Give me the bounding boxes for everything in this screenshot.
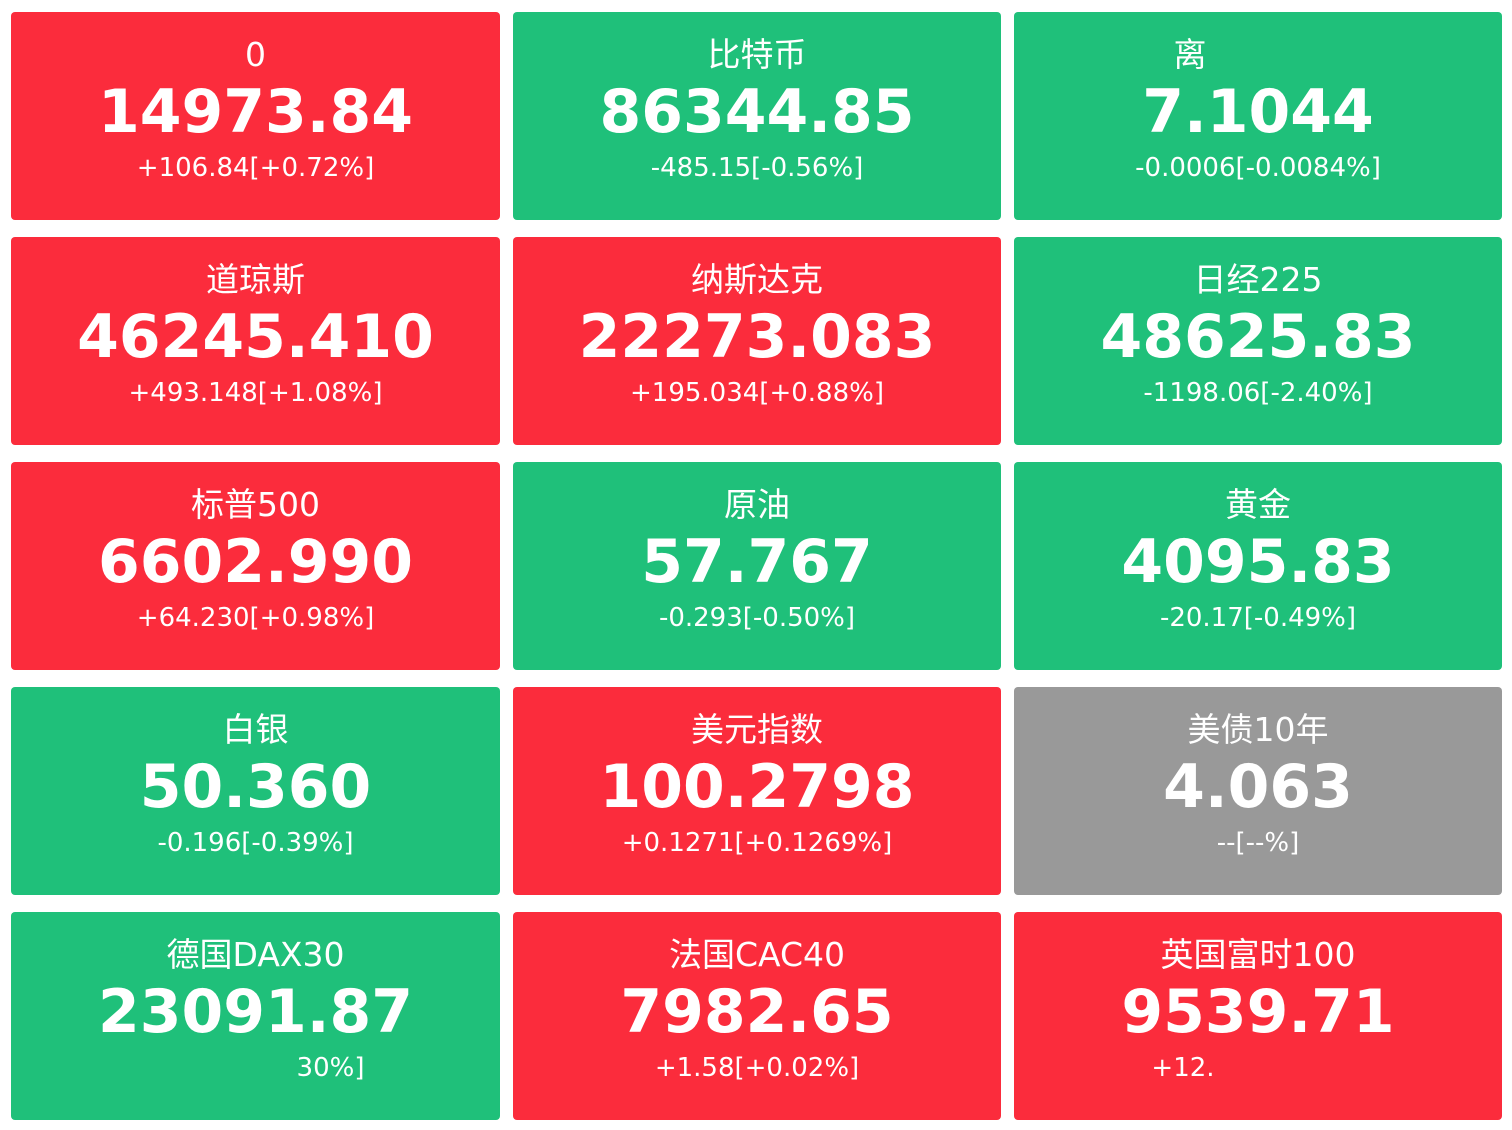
ticker-name: 纳斯达克	[691, 260, 823, 299]
ticker-card[interactable]: 美债10年 4.063 --[--%]	[1014, 687, 1502, 895]
ticker-name: 日经225	[1193, 260, 1323, 299]
ticker-price: 7.1044	[1142, 77, 1374, 147]
ticker-price: 86344.85	[599, 77, 915, 147]
ticker-name: 原油	[724, 485, 790, 524]
ticker-name: 德国DAX30	[166, 935, 345, 974]
ticker-price: 50.360	[139, 752, 372, 822]
ticker-price: 57.767	[641, 527, 873, 597]
ticker-change: -0.0006[-0.0084%]	[1135, 153, 1381, 183]
ticker-change: 30%]	[296, 1053, 365, 1083]
ticker-card[interactable]: 标普500 6602.990 +64.230[+0.98%]	[11, 462, 500, 670]
ticker-name: 英国富时100	[1160, 935, 1356, 974]
ticker-card[interactable]: 日经225 48625.83 -1198.06[-2.40%]	[1014, 237, 1502, 445]
ticker-card[interactable]: 美元指数 100.2798 +0.1271[+0.1269%]	[513, 687, 1001, 895]
ticker-name: 法国CAC40	[668, 935, 846, 974]
bottom-left-overlay-fragment	[0, 1120, 303, 1130]
ticker-price: 22273.083	[578, 302, 936, 372]
ticker-card[interactable]: 道琼斯 46245.410 +493.148[+1.08%]	[11, 237, 500, 445]
ticker-price: 23091.87	[97, 977, 414, 1047]
ticker-card[interactable]: 离 7.1044 -0.0006[-0.0084%]	[1014, 12, 1502, 220]
ticker-change: +106.84[+0.72%]	[136, 153, 375, 183]
ticker-name: 标普500	[191, 485, 320, 524]
ticker-price: 6602.990	[97, 527, 414, 597]
ticker-change: +195.034[+0.88%]	[630, 378, 884, 408]
ticker-card[interactable]: 纳斯达克 22273.083 +195.034[+0.88%]	[513, 237, 1001, 445]
ticker-change: +493.148[+1.08%]	[128, 378, 383, 408]
ticker-name: 美债10年	[1187, 710, 1329, 749]
ticker-change: -485.15[-0.56%]	[650, 153, 864, 183]
ticker-price: 46245.410	[77, 302, 434, 372]
ticker-change: +64.230[+0.98%]	[136, 603, 375, 633]
ticker-card[interactable]: 黄金 4095.83 -20.17[-0.49%]	[1014, 462, 1502, 670]
ticker-name: 道琼斯	[206, 260, 305, 299]
ticker-name: 0	[245, 35, 266, 74]
market-ticker-grid: 0 14973.84 +106.84[+0.72%] 比特币 86344.85 …	[11, 12, 1502, 1120]
ticker-change: --[--%]	[1216, 828, 1300, 858]
ticker-card[interactable]: 比特币 86344.85 -485.15[-0.56%]	[513, 12, 1001, 220]
ticker-card[interactable]: 法国CAC40 7982.65 +1.58[+0.02%]	[513, 912, 1001, 1120]
ticker-price: 7982.65	[620, 977, 894, 1047]
ticker-change: +0.1271[+0.1269%]	[621, 828, 893, 858]
ticker-price: 4095.83	[1121, 527, 1395, 597]
ticker-name: 离	[1173, 35, 1207, 74]
ticker-change: -20.17[-0.49%]	[1159, 603, 1357, 633]
ticker-price: 4.063	[1163, 752, 1353, 822]
ticker-change: -0.196[-0.39%]	[157, 828, 354, 858]
ticker-card[interactable]: 白银 50.360 -0.196[-0.39%]	[11, 687, 500, 895]
ticker-card[interactable]: 0 14973.84 +106.84[+0.72%]	[11, 12, 500, 220]
ticker-name: 比特币	[707, 35, 807, 74]
ticker-change: +1.58[+0.02%]	[654, 1053, 860, 1083]
ticker-name: 白银	[222, 710, 289, 749]
ticker-change: -0.293[-0.50%]	[658, 603, 856, 633]
top-left-overlay-fragment	[0, 0, 303, 12]
ticker-price: 9539.71	[1121, 977, 1395, 1047]
ticker-price: 100.2798	[599, 752, 915, 822]
bottom-right-overlay-fragment	[1209, 1120, 1512, 1130]
ticker-card[interactable]: 英国富时100 9539.71 +12.	[1014, 912, 1502, 1120]
ticker-name: 美元指数	[691, 710, 823, 749]
top-right-overlay-fragment	[1209, 0, 1512, 12]
ticker-name: 黄金	[1225, 485, 1291, 524]
ticker-price: 48625.83	[1100, 302, 1416, 372]
ticker-card[interactable]: 德国DAX30 23091.87 30%]	[11, 912, 500, 1120]
ticker-change: +12.	[1151, 1053, 1215, 1083]
ticker-price: 14973.84	[97, 77, 414, 147]
ticker-card[interactable]: 原油 57.767 -0.293[-0.50%]	[513, 462, 1001, 670]
ticker-change: -1198.06[-2.40%]	[1143, 378, 1373, 408]
